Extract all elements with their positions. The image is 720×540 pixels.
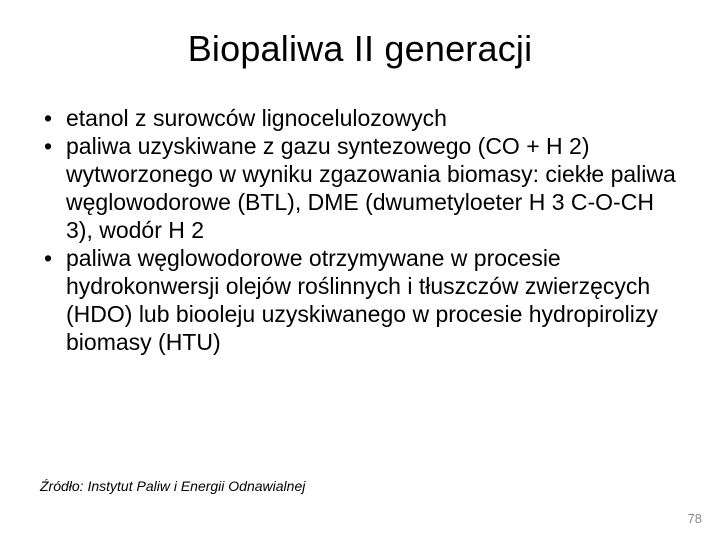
slide: Biopaliwa II generacji etanol z surowców… [0, 0, 720, 540]
bullet-list: etanol z surowców lignocelulozowych pali… [40, 104, 680, 356]
page-number: 78 [688, 511, 702, 526]
list-item: paliwa węglowodorowe otrzymywane w proce… [40, 244, 680, 356]
source-citation: Źródło: Instytut Paliw i Energii Odnawia… [40, 478, 305, 494]
list-item: etanol z surowców lignocelulozowych [40, 104, 680, 132]
slide-title: Biopaliwa II generacji [40, 28, 680, 70]
list-item: paliwa uzyskiwane z gazu syntezowego (CO… [40, 132, 680, 244]
